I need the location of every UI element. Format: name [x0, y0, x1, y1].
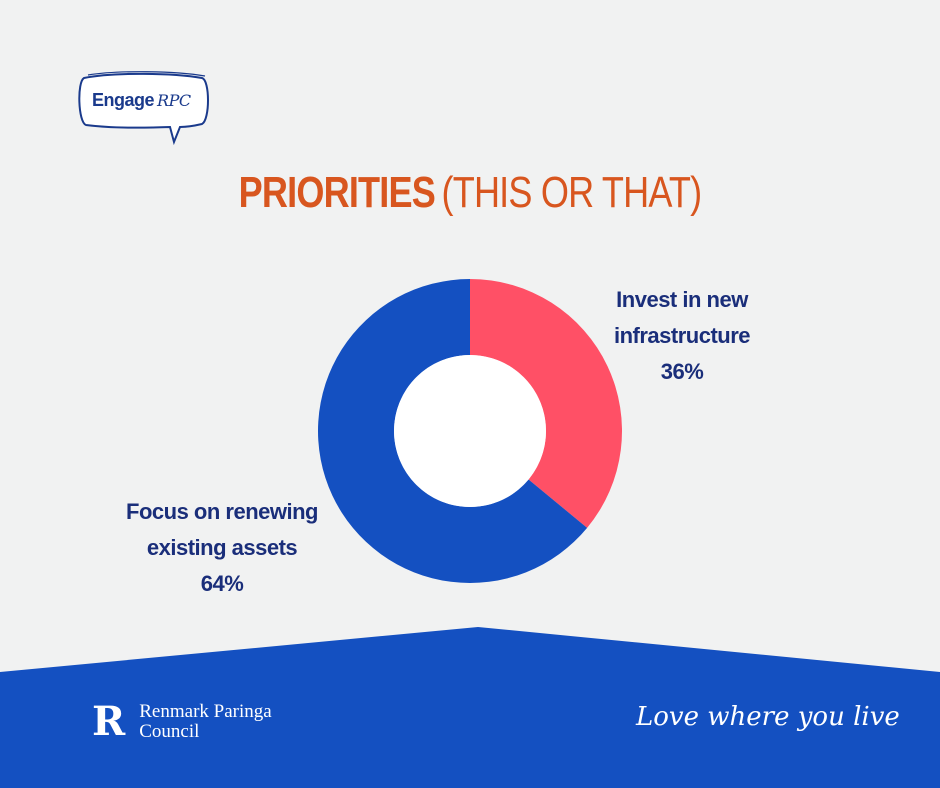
slice-value-label: 64%: [200, 571, 244, 596]
logo-text-accent: RPC: [157, 91, 191, 110]
footer-shape: [0, 627, 940, 788]
donut-slice-1: [318, 279, 588, 583]
chart-title-bold: PRIORITIES: [238, 168, 436, 217]
donut-hole: [394, 355, 546, 507]
slice-label-line2: existing assets: [146, 535, 298, 560]
slice-label-renew: Focus on renewing existing assets 64%: [107, 494, 337, 602]
chart-title-rest: (THIS OR THAT): [441, 168, 703, 217]
engage-rpc-logo: Engage RPC: [74, 70, 214, 150]
council-r-icon: R: [92, 698, 126, 745]
slice-label-line1: Invest in new: [616, 287, 748, 312]
logo-wordmark: Engage RPC: [92, 90, 191, 111]
slice-label-line2: infrastructure: [613, 323, 751, 348]
tagline: Love where you live: [636, 702, 900, 732]
council-name-line2: Council: [139, 721, 200, 742]
slice-label-invest: Invest in new infrastructure 36%: [592, 282, 772, 390]
logo-text-main: Engage: [92, 90, 155, 110]
slice-value-label: 36%: [660, 359, 704, 384]
council-name: Renmark Paringa Council: [139, 702, 271, 742]
chart-title: PRIORITIES (THIS OR THAT): [85, 168, 856, 218]
council-name-line1: Renmark Paringa: [139, 701, 272, 722]
speech-bubble-icon: [78, 71, 209, 146]
council-logo: R Renmark Paringa Council: [92, 702, 272, 742]
donut-slice-0: [470, 279, 623, 528]
slice-label-line1: Focus on renewing: [126, 499, 318, 524]
